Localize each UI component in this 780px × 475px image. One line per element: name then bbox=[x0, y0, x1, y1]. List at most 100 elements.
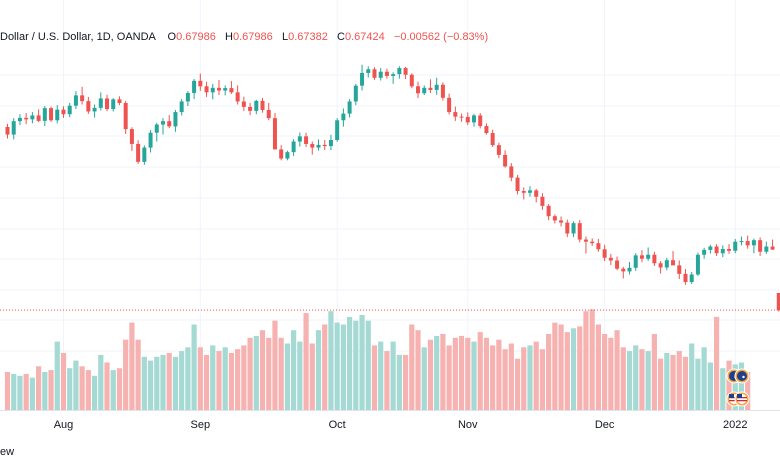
candle-body bbox=[659, 263, 663, 267]
candle-body bbox=[30, 115, 34, 119]
x-tick-label: Dec bbox=[595, 419, 615, 431]
candle-body bbox=[572, 223, 576, 233]
volume-bar bbox=[720, 368, 725, 410]
volume-bar bbox=[608, 338, 613, 410]
volume-bar bbox=[409, 325, 414, 411]
candle-body bbox=[173, 112, 177, 126]
volume-bar bbox=[534, 342, 539, 410]
candle-body bbox=[279, 149, 283, 158]
candle-body bbox=[708, 247, 712, 250]
candle-body bbox=[285, 152, 289, 158]
candle-body bbox=[516, 178, 520, 191]
candle-body bbox=[105, 98, 109, 109]
volume-bar bbox=[5, 372, 10, 410]
footer-text: ew bbox=[0, 446, 14, 458]
candle-body bbox=[733, 242, 737, 251]
volume-bar bbox=[403, 355, 408, 410]
volume-bar bbox=[272, 321, 277, 410]
candle-body bbox=[534, 190, 538, 196]
x-tick-label: Oct bbox=[329, 419, 346, 431]
candle-body bbox=[478, 115, 482, 126]
volume-bar bbox=[670, 355, 675, 410]
candle-body bbox=[428, 88, 432, 90]
candle-body bbox=[578, 223, 582, 239]
candles bbox=[6, 65, 780, 312]
volume-bar bbox=[129, 323, 134, 410]
volume-bar bbox=[521, 347, 526, 410]
volume-bar bbox=[48, 370, 53, 410]
volume-bar bbox=[30, 378, 35, 410]
candle-body bbox=[142, 148, 146, 162]
volume-bar bbox=[229, 353, 234, 410]
candle-body bbox=[646, 255, 650, 259]
us-flag-icon[interactable] bbox=[735, 392, 749, 406]
volume-bar bbox=[73, 361, 78, 410]
volume-bar bbox=[303, 313, 308, 410]
volume-bar bbox=[397, 355, 402, 410]
candle-body bbox=[397, 68, 401, 74]
candle-body bbox=[254, 101, 258, 111]
candle-body bbox=[348, 101, 352, 113]
volume-bar bbox=[210, 345, 215, 410]
volume-bar bbox=[61, 353, 66, 410]
candle-body bbox=[117, 99, 121, 103]
candle-body bbox=[528, 190, 532, 192]
volume-bar bbox=[391, 342, 396, 410]
volume-bar bbox=[266, 338, 271, 410]
candle-body bbox=[167, 121, 171, 126]
volume-bar bbox=[223, 347, 228, 410]
candle-body bbox=[447, 98, 451, 112]
volume-bar bbox=[160, 355, 165, 410]
volume-bar bbox=[67, 368, 72, 410]
volume-bar bbox=[428, 340, 433, 410]
low-value: 0.67382 bbox=[288, 31, 328, 43]
candle-body bbox=[86, 101, 90, 111]
volume-bar bbox=[335, 323, 340, 410]
volume-bar bbox=[241, 345, 246, 410]
volume-bar bbox=[478, 332, 483, 410]
grid bbox=[0, 0, 780, 410]
candle-body bbox=[509, 166, 513, 177]
candle-body bbox=[180, 101, 184, 112]
volume-bar bbox=[185, 347, 190, 410]
volume-bar bbox=[509, 344, 514, 411]
candle-body bbox=[715, 247, 719, 254]
candle-body bbox=[634, 255, 638, 267]
candle-body bbox=[739, 241, 743, 242]
candle-body bbox=[410, 75, 414, 87]
volume-bar bbox=[708, 363, 713, 411]
volume-bar bbox=[36, 366, 41, 410]
volume-bar bbox=[173, 357, 178, 410]
volume-bar bbox=[627, 351, 632, 410]
volume-bar bbox=[503, 349, 508, 410]
volume-bar bbox=[614, 330, 619, 410]
volume-bar bbox=[216, 351, 221, 410]
x-tick-label: 2022 bbox=[723, 419, 747, 431]
symbol-legend: Dollar / U.S. Dollar, 1D, OANDA O0.67986… bbox=[0, 31, 488, 49]
candle-body bbox=[61, 110, 65, 115]
au-flag-icon[interactable] bbox=[735, 369, 749, 383]
candle-body bbox=[652, 255, 656, 263]
candle-body bbox=[771, 247, 775, 250]
volume-bar bbox=[123, 340, 128, 410]
candle-body bbox=[205, 86, 209, 92]
candle-body bbox=[186, 93, 190, 101]
volume-bar bbox=[378, 342, 383, 410]
candle-body bbox=[74, 95, 78, 105]
candle-body bbox=[236, 92, 240, 101]
candle-body bbox=[764, 247, 768, 252]
volume-bar bbox=[695, 359, 700, 410]
volume-bar bbox=[316, 330, 321, 410]
candle-body bbox=[584, 240, 588, 242]
candle-body bbox=[267, 110, 271, 118]
candle-body bbox=[460, 117, 464, 118]
open-value: 0.67986 bbox=[176, 31, 216, 43]
candle-body bbox=[628, 268, 632, 272]
candle-body bbox=[335, 120, 339, 140]
candle-body bbox=[484, 126, 488, 133]
candle-body bbox=[690, 274, 694, 282]
x-tick-label: Aug bbox=[54, 419, 74, 431]
candle-body bbox=[565, 223, 569, 234]
volume-bar bbox=[583, 311, 588, 410]
